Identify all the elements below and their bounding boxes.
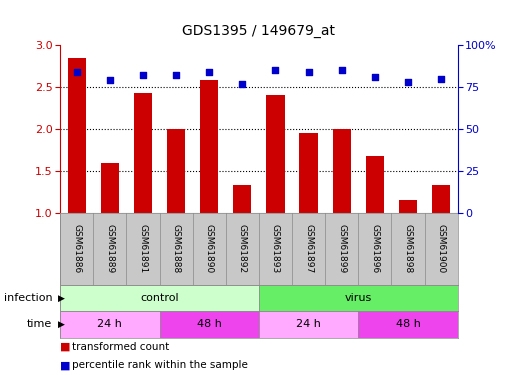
- Text: GDS1395 / 149679_at: GDS1395 / 149679_at: [183, 24, 335, 38]
- Bar: [134, 93, 152, 213]
- Text: virus: virus: [345, 293, 372, 303]
- Text: ■: ■: [60, 342, 71, 352]
- Bar: [200, 80, 218, 213]
- Text: transformed count: transformed count: [72, 342, 169, 352]
- Text: GSM61900: GSM61900: [437, 224, 446, 273]
- Text: percentile rank within the sample: percentile rank within the sample: [72, 360, 247, 370]
- Text: infection: infection: [4, 293, 52, 303]
- Bar: [358, 311, 458, 338]
- Text: 48 h: 48 h: [197, 320, 222, 330]
- Point: [139, 72, 147, 78]
- Text: ▶: ▶: [58, 320, 64, 329]
- Point: [205, 69, 213, 75]
- Bar: [60, 311, 160, 338]
- Point: [337, 67, 346, 73]
- Point: [73, 69, 81, 75]
- Bar: [259, 285, 458, 311]
- Bar: [266, 95, 285, 213]
- Text: GSM61891: GSM61891: [139, 224, 147, 273]
- Point: [304, 69, 313, 75]
- Point: [404, 79, 412, 85]
- Text: control: control: [140, 293, 179, 303]
- Text: GSM61896: GSM61896: [370, 224, 379, 273]
- Point: [271, 67, 280, 73]
- Bar: [432, 185, 450, 213]
- Bar: [67, 58, 86, 213]
- Text: ■: ■: [60, 360, 71, 370]
- Point: [106, 77, 114, 83]
- Text: GSM61889: GSM61889: [105, 224, 115, 273]
- Bar: [366, 156, 384, 213]
- Text: GSM61893: GSM61893: [271, 224, 280, 273]
- Text: GSM61886: GSM61886: [72, 224, 81, 273]
- Bar: [333, 129, 351, 213]
- Point: [172, 72, 180, 78]
- Point: [371, 74, 379, 80]
- Text: GSM61892: GSM61892: [238, 224, 247, 273]
- Text: GSM61888: GSM61888: [172, 224, 180, 273]
- Bar: [300, 133, 317, 213]
- Bar: [167, 129, 185, 213]
- Bar: [160, 311, 259, 338]
- Bar: [60, 285, 259, 311]
- Bar: [259, 311, 358, 338]
- Text: GSM61898: GSM61898: [403, 224, 413, 273]
- Point: [238, 81, 246, 87]
- Point: [437, 76, 445, 82]
- Text: GSM61890: GSM61890: [204, 224, 214, 273]
- Text: 48 h: 48 h: [395, 320, 420, 330]
- Text: time: time: [27, 320, 52, 330]
- Text: GSM61899: GSM61899: [337, 224, 346, 273]
- Text: ▶: ▶: [58, 294, 64, 303]
- Text: 24 h: 24 h: [97, 320, 122, 330]
- Bar: [101, 162, 119, 213]
- Text: 24 h: 24 h: [296, 320, 321, 330]
- Text: GSM61897: GSM61897: [304, 224, 313, 273]
- Bar: [399, 200, 417, 213]
- Bar: [233, 185, 252, 213]
